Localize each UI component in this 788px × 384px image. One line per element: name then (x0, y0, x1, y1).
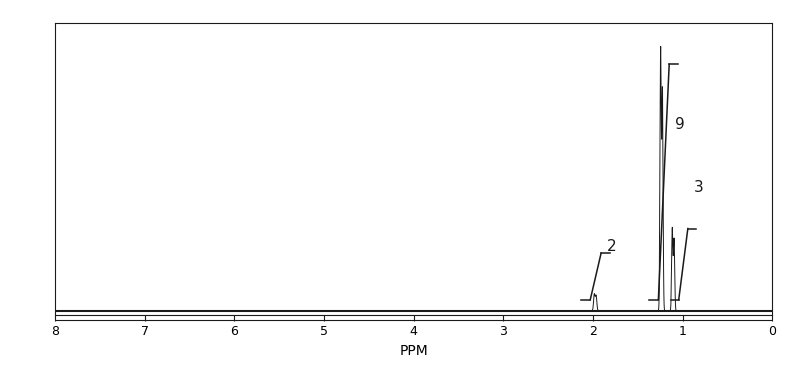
Text: 2: 2 (608, 239, 617, 254)
Text: 3: 3 (693, 180, 704, 195)
Text: 9: 9 (675, 117, 685, 132)
X-axis label: PPM: PPM (400, 344, 428, 358)
